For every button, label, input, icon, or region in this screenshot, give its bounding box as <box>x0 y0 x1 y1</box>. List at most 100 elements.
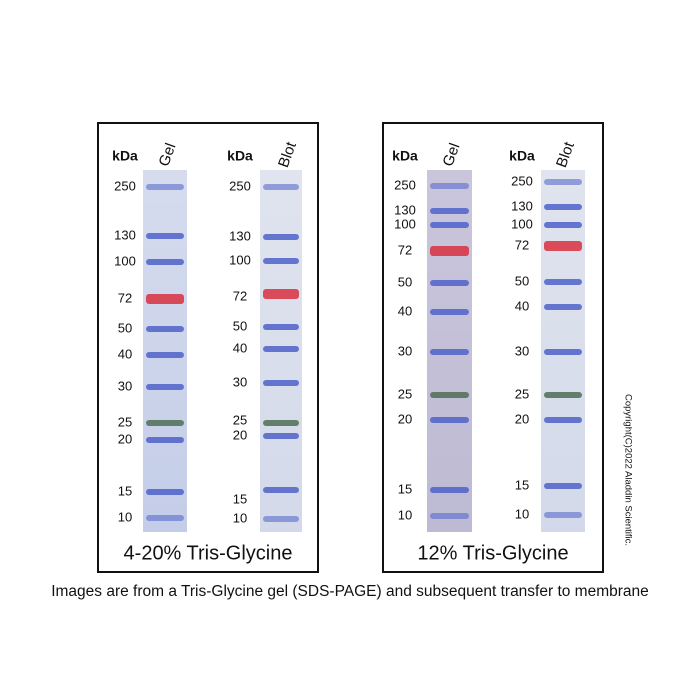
band <box>430 246 469 256</box>
marker-label: 25 <box>398 386 412 401</box>
band <box>263 184 299 190</box>
band <box>146 352 184 358</box>
marker-label: 100 <box>229 252 251 267</box>
marker-label: 72 <box>118 290 132 305</box>
band <box>263 324 299 330</box>
band <box>544 204 582 210</box>
band <box>430 392 469 398</box>
band <box>544 222 582 228</box>
band <box>544 304 582 310</box>
band <box>430 208 469 214</box>
band <box>263 234 299 240</box>
marker-label: 40 <box>515 298 529 313</box>
marker-label: 130 <box>511 198 533 213</box>
band <box>263 420 299 426</box>
marker-label: 130 <box>229 228 251 243</box>
copyright: Copyright(C)2022 Aladdin Scientific. <box>622 394 633 546</box>
band <box>544 241 582 251</box>
marker-label: 15 <box>118 483 132 498</box>
marker-label: 72 <box>233 288 247 303</box>
unit-label: kDa <box>392 148 418 164</box>
marker-label: 250 <box>394 177 416 192</box>
band <box>146 489 184 495</box>
marker-label: 72 <box>398 242 412 257</box>
band <box>430 513 469 519</box>
band <box>146 326 184 332</box>
marker-label: 25 <box>515 386 529 401</box>
marker-label: 250 <box>229 178 251 193</box>
unit-label: kDa <box>227 148 253 164</box>
lane-header: Blot <box>553 139 578 170</box>
marker-label: 25 <box>233 412 247 427</box>
marker-label: 130 <box>114 227 136 242</box>
band <box>263 516 299 522</box>
band <box>544 417 582 423</box>
marker-label: 100 <box>114 253 136 268</box>
band <box>146 384 184 390</box>
marker-label: 20 <box>233 427 247 442</box>
marker-label: 40 <box>398 303 412 318</box>
marker-label: 30 <box>118 378 132 393</box>
marker-label: 20 <box>398 411 412 426</box>
band <box>146 420 184 426</box>
marker-label: 20 <box>118 431 132 446</box>
band <box>544 279 582 285</box>
lane-header: Gel <box>156 141 180 169</box>
band <box>263 380 299 386</box>
marker-label: 30 <box>398 343 412 358</box>
panel-frame <box>97 122 319 573</box>
marker-label: 40 <box>233 340 247 355</box>
band <box>544 392 582 398</box>
marker-label: 130 <box>394 202 416 217</box>
band <box>544 349 582 355</box>
marker-label: 100 <box>394 216 416 231</box>
marker-label: 25 <box>118 414 132 429</box>
band <box>544 512 582 518</box>
band <box>146 184 184 190</box>
band <box>430 183 469 189</box>
band <box>430 349 469 355</box>
band <box>263 487 299 493</box>
band <box>263 289 299 299</box>
marker-label: 30 <box>233 374 247 389</box>
band <box>263 433 299 439</box>
marker-label: 250 <box>114 178 136 193</box>
band <box>263 346 299 352</box>
marker-label: 250 <box>511 173 533 188</box>
lane <box>143 170 187 532</box>
marker-label: 15 <box>398 481 412 496</box>
marker-label: 50 <box>398 274 412 289</box>
lane-header: Blot <box>275 139 300 170</box>
lane-header: Gel <box>440 141 464 169</box>
band <box>430 487 469 493</box>
marker-label: 10 <box>233 510 247 525</box>
band <box>263 258 299 264</box>
marker-label: 15 <box>233 491 247 506</box>
marker-label: 50 <box>515 273 529 288</box>
marker-label: 100 <box>511 216 533 231</box>
marker-label: 20 <box>515 411 529 426</box>
band <box>544 483 582 489</box>
band <box>430 309 469 315</box>
band <box>146 294 184 304</box>
marker-label: 50 <box>233 318 247 333</box>
marker-label: 50 <box>118 320 132 335</box>
band <box>430 280 469 286</box>
band <box>146 515 184 521</box>
band <box>430 222 469 228</box>
panel-frame <box>382 122 604 573</box>
marker-label: 10 <box>515 506 529 521</box>
band <box>146 233 184 239</box>
panel-title: 12% Tris-Glycine <box>417 542 568 564</box>
unit-label: kDa <box>112 148 138 164</box>
unit-label: kDa <box>509 148 535 164</box>
band <box>544 179 582 185</box>
marker-label: 40 <box>118 346 132 361</box>
marker-label: 72 <box>515 237 529 252</box>
band <box>146 437 184 443</box>
panel-title: 4-20% Tris-Glycine <box>124 542 293 564</box>
marker-label: 10 <box>118 509 132 524</box>
marker-label: 10 <box>398 507 412 522</box>
